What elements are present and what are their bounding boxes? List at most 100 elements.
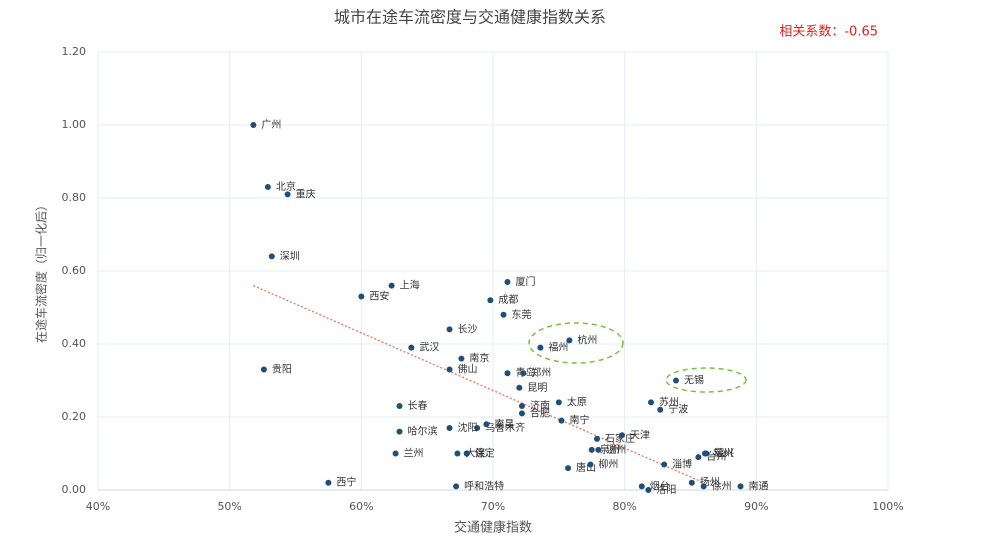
point-label: 西宁: [336, 476, 356, 489]
x-tick-label: 70%: [481, 500, 505, 513]
y-tick-label: 0.00: [62, 483, 87, 496]
data-point: [661, 461, 668, 468]
data-point: [358, 293, 365, 300]
point-label: 武汉: [419, 341, 439, 354]
point-label: 贵阳: [272, 363, 292, 376]
data-point: [260, 366, 267, 373]
y-tick-label: 0.60: [62, 264, 87, 277]
highlight-ellipse: [665, 367, 747, 393]
data-point: [518, 403, 525, 410]
x-tick-label: 80%: [612, 500, 636, 513]
data-point: [700, 483, 707, 490]
point-label: 杭州: [577, 333, 597, 346]
point-label: 重庆: [296, 187, 316, 200]
point-label: 乌鲁木齐: [485, 421, 525, 434]
point-label: 昆明: [527, 382, 547, 394]
point-label: 长春: [408, 400, 428, 412]
point-label: 洛阳: [656, 483, 676, 496]
data-point: [555, 399, 562, 406]
point-label: 哈尔滨: [408, 425, 438, 438]
x-tick-label: 60%: [349, 500, 373, 513]
data-point: [268, 253, 275, 260]
x-tick-label: 40%: [86, 500, 110, 513]
data-point: [392, 450, 399, 457]
data-point: [516, 384, 523, 391]
point-label: 大连: [465, 447, 485, 460]
data-point: [474, 424, 481, 431]
point-label: 太原: [567, 395, 587, 408]
data-point: [408, 344, 415, 351]
data-point: [518, 410, 525, 417]
y-tick-label: 0.80: [62, 191, 87, 204]
data-point: [396, 428, 403, 435]
data-point: [463, 450, 470, 457]
data-point: [619, 432, 626, 439]
x-tick-label: 100%: [872, 500, 903, 513]
point-label: 天津: [630, 429, 650, 441]
y-tick-label: 0.40: [62, 337, 87, 350]
data-point: [520, 370, 527, 377]
data-point: [453, 483, 460, 490]
data-point: [504, 370, 511, 377]
point-label: 无锡: [684, 374, 704, 387]
data-point: [388, 282, 395, 289]
point-label: 宁波: [668, 403, 688, 416]
annotation: 相关系数：-0.65: [779, 25, 878, 40]
data-point: [454, 450, 461, 457]
point-label: 苏州: [659, 395, 679, 408]
point-label: 南宁: [569, 414, 589, 427]
data-point: [645, 487, 652, 493]
y-axis-label: 在途车流密度（归一化后）: [34, 199, 49, 343]
x-tick-label: 50%: [217, 500, 241, 513]
point-label: 呼和浩特: [464, 480, 504, 492]
chart-title: 城市在途车流密度与交通健康指数关系: [334, 8, 606, 27]
data-point: [284, 191, 291, 198]
data-point: [594, 435, 601, 442]
y-tick-label: 1.00: [62, 118, 87, 131]
data-point: [458, 355, 465, 362]
data-point: [250, 122, 257, 128]
point-label: 泉州: [600, 443, 620, 456]
point-label: 常州: [713, 447, 733, 460]
data-point: [595, 446, 602, 453]
point-label: 绍兴: [714, 447, 734, 460]
point-label: 成都: [498, 294, 518, 306]
data-point: [396, 403, 403, 410]
data-point: [566, 337, 573, 344]
point-label: 淄博: [672, 457, 692, 470]
data-point: [446, 326, 453, 333]
point-label: 徐州: [712, 479, 732, 492]
point-label: 沈阳: [458, 421, 478, 434]
data-point: [558, 417, 565, 424]
data-point: [648, 399, 654, 406]
point-label: 厦门: [515, 275, 535, 288]
data-point: [325, 479, 332, 486]
highlight-ellipse: [528, 322, 624, 364]
data-point: [504, 278, 511, 285]
y-tick-label: 1.20: [62, 45, 87, 58]
data-point: [737, 483, 744, 490]
data-point: [264, 184, 271, 191]
point-label: 烟台: [650, 479, 670, 492]
point-label: 南京: [469, 352, 489, 365]
data-point: [500, 311, 507, 318]
data-point: [673, 377, 680, 384]
point-label: 佛山: [458, 363, 478, 376]
point-label: 合肥: [530, 406, 550, 419]
data-point: [695, 454, 702, 461]
data-point: [703, 450, 710, 457]
point-label: 长沙: [458, 323, 478, 335]
data-point: [688, 479, 695, 486]
point-label: 石家庄: [605, 432, 635, 445]
data-point: [588, 446, 595, 453]
point-label: 西安: [369, 290, 389, 303]
point-label: 保定: [475, 447, 495, 460]
data-point: [537, 344, 544, 351]
point-label: 台州: [706, 450, 726, 463]
data-point: [565, 465, 572, 472]
point-label: 南昌: [494, 417, 514, 430]
point-label: 南通: [749, 479, 769, 492]
data-point: [483, 421, 490, 428]
